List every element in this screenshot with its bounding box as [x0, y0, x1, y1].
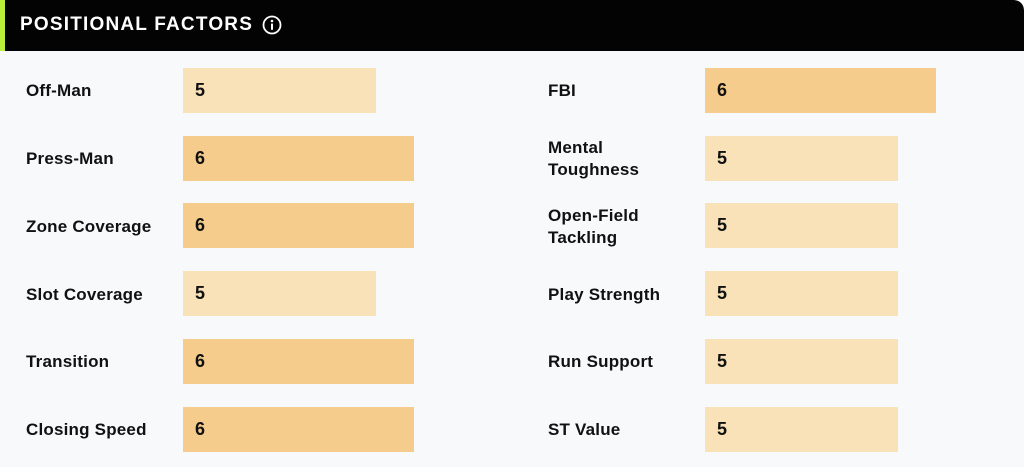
right-factor-bar: 5 [705, 203, 898, 248]
left-factor-bar: 5 [183, 271, 376, 316]
left-factor-bar: 6 [183, 407, 414, 452]
left-factor-label: Zone Coverage [26, 217, 152, 236]
left-factor-label: Slot Coverage [26, 285, 143, 304]
info-icon[interactable] [262, 15, 282, 35]
right-factor-bar: 5 [705, 136, 898, 181]
left-factor-bar: 6 [183, 203, 414, 248]
left-factor-label: Closing Speed [26, 420, 147, 439]
right-factor-label: Open-Field Tackling [548, 206, 639, 247]
right-factor-bar: 5 [705, 407, 898, 452]
right-factor-bar: 5 [705, 271, 898, 316]
left-factor-bar: 6 [183, 136, 414, 181]
right-factor-bar: 5 [705, 339, 898, 384]
left-factor-label: Off-Man [26, 81, 92, 100]
right-factor-label: ST Value [548, 420, 621, 439]
right-factor-label: Run Support [548, 352, 654, 371]
left-factor-label: Transition [26, 352, 110, 371]
left-factor-bar: 6 [183, 339, 414, 384]
right-factor-label: Mental Toughness [548, 138, 640, 179]
left-factor-label: Press-Man [26, 149, 114, 168]
right-factor-bar: 6 [705, 68, 936, 113]
card-title: POSITIONAL FACTORS [20, 14, 254, 35]
header-accent-stripe [0, 0, 5, 51]
card-header: POSITIONAL FACTORS [0, 0, 1024, 51]
right-factor-label: FBI [548, 81, 576, 100]
left-factor-bar: 5 [183, 68, 376, 113]
right-factor-label: Play Strength [548, 285, 661, 304]
